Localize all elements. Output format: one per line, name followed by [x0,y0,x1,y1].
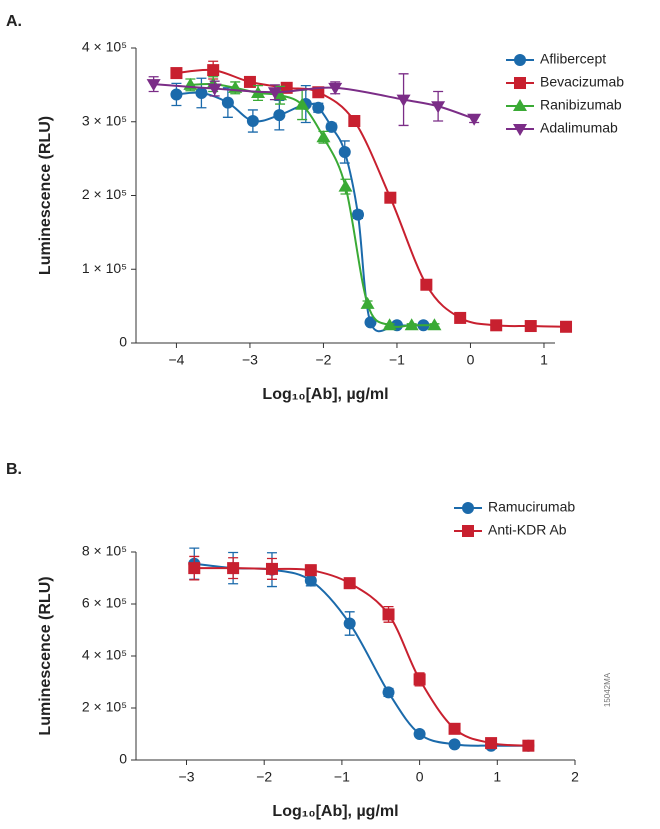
marker [246,115,259,128]
marker [338,145,351,158]
marker [195,86,208,99]
marker [304,574,317,587]
marker [404,318,419,331]
x-tick-label: 1 [540,352,548,368]
y-axis-title: Luminescence (RLU) [37,116,54,275]
marker [325,120,338,133]
marker [524,320,537,333]
marker [207,83,222,96]
marker [514,77,526,89]
marker [267,87,282,100]
x-tick-label: −1 [389,352,405,368]
legend-label: Ranibizumab [540,97,622,113]
marker [312,101,325,114]
marker [170,67,183,80]
marker [462,502,474,514]
marker [273,88,288,101]
marker [413,728,426,740]
marker [462,525,474,537]
y-tick-label: 2 × 10⁵ [82,186,127,202]
marker [420,278,433,291]
marker [514,54,526,66]
x-tick-label: 0 [416,769,424,785]
marker [273,109,286,122]
x-tick-label: −2 [315,352,331,368]
x-axis-title: Log₁₀[Ab], µg/ml [272,803,398,820]
marker [448,738,461,751]
marker [295,97,310,110]
y-tick-label: 0 [119,334,127,350]
marker [513,124,527,136]
x-tick-label: 2 [571,769,579,785]
marker [490,319,503,332]
legend-label: Anti-KDR Ab [488,522,567,538]
marker [343,577,356,590]
x-tick-label: −3 [242,352,258,368]
y-tick-label: 4 × 10⁵ [82,39,127,55]
marker [485,737,498,750]
marker [304,564,317,577]
marker [146,79,161,92]
x-axis-title: Log₁₀[Ab], µg/ml [262,386,388,403]
marker [338,179,353,192]
marker [207,64,220,77]
marker [221,96,234,109]
marker [382,318,397,331]
legend-label: Ramucirumab [488,499,575,515]
figure-id: 15042MA [603,672,612,707]
marker [188,562,201,575]
x-tick-label: 0 [467,352,475,368]
marker [328,82,343,95]
marker [316,130,331,143]
marker [513,99,527,111]
marker [522,739,535,752]
marker [343,617,356,630]
y-tick-label: 8 × 10⁵ [82,543,127,559]
marker [170,88,183,101]
marker [467,113,482,126]
x-tick-label: −1 [334,769,350,785]
x-tick-label: −4 [168,352,184,368]
marker [265,562,278,575]
marker [396,94,411,107]
y-tick-label: 4 × 10⁵ [82,647,127,663]
x-tick-label: −2 [256,769,272,785]
x-tick-label: −3 [179,769,195,785]
y-axis-title: Luminescence (RLU) [37,576,54,735]
legend-label: Bevacizumab [540,74,624,90]
marker [351,208,364,221]
marker [427,318,442,331]
y-tick-label: 2 × 10⁵ [82,699,127,715]
marker [382,608,395,621]
fit-curve [190,83,435,328]
y-tick-label: 6 × 10⁵ [82,595,127,611]
marker [364,316,377,329]
marker [448,722,461,735]
marker [360,296,375,309]
marker [382,686,395,699]
panel-label: B. [6,461,22,478]
y-tick-label: 1 × 10⁵ [82,260,127,276]
marker [560,320,573,333]
marker [384,191,397,204]
marker [454,311,467,324]
legend-label: Aflibercept [540,51,606,67]
marker [413,673,426,686]
marker [227,562,240,575]
legend-label: Adalimumab [540,120,618,136]
fit-curve [194,567,529,747]
y-tick-label: 0 [119,751,127,767]
fit-curve [176,91,424,333]
y-tick-label: 3 × 10⁵ [82,112,127,128]
marker [243,75,256,88]
x-tick-label: 1 [493,769,501,785]
panel-label: A. [6,13,22,30]
marker [348,115,361,128]
marker [431,101,446,114]
